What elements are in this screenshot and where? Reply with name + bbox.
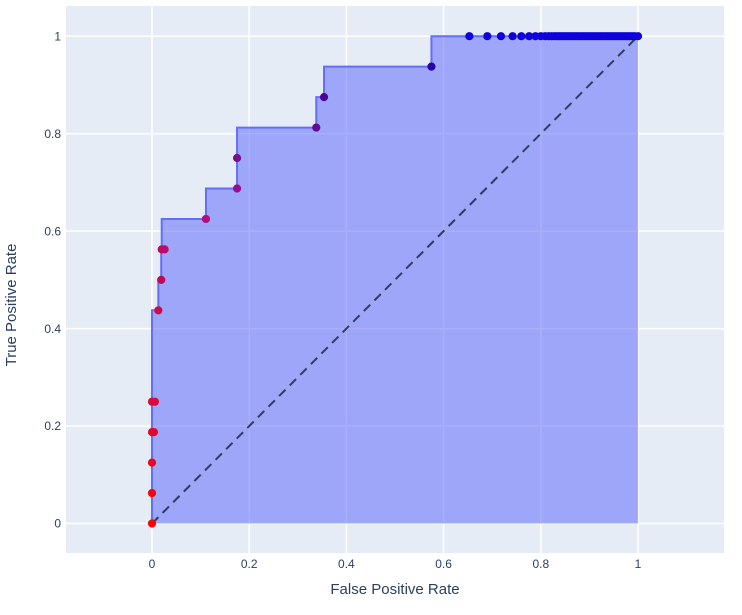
svg-text:0.6: 0.6 — [44, 224, 61, 238]
svg-text:0: 0 — [54, 517, 61, 531]
svg-text:0.8: 0.8 — [532, 557, 549, 571]
svg-text:1: 1 — [54, 29, 61, 43]
svg-text:0.4: 0.4 — [338, 557, 355, 571]
svg-text:True Positive Rate: True Positive Rate — [3, 244, 20, 367]
svg-text:0.2: 0.2 — [241, 557, 258, 571]
svg-text:0.2: 0.2 — [44, 419, 61, 433]
svg-text:0.6: 0.6 — [435, 557, 452, 571]
svg-text:False Positive Rate: False Positive Rate — [330, 581, 459, 598]
svg-text:0.8: 0.8 — [44, 127, 61, 141]
svg-text:1: 1 — [635, 557, 642, 571]
svg-text:0: 0 — [149, 557, 156, 571]
svg-text:0.4: 0.4 — [44, 322, 61, 336]
